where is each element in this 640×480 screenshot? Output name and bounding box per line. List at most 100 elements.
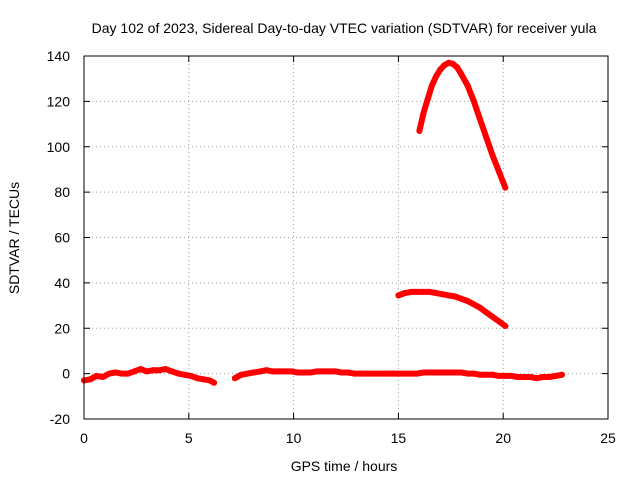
data-point xyxy=(211,379,217,386)
data-point xyxy=(514,374,521,380)
data-point xyxy=(93,372,100,379)
y-tick-label: 80 xyxy=(54,184,70,200)
data-point xyxy=(395,292,402,299)
data-point xyxy=(169,368,175,375)
data-point xyxy=(502,323,509,329)
data-point xyxy=(458,369,465,376)
data-point xyxy=(238,371,245,378)
data-point xyxy=(477,371,484,378)
data-point xyxy=(439,369,446,376)
y-tick-label: 140 xyxy=(47,48,71,64)
y-tick-label: 100 xyxy=(47,139,71,155)
data-point xyxy=(445,369,452,376)
data-point xyxy=(414,288,421,295)
data-point xyxy=(125,370,131,377)
data-point xyxy=(99,374,106,380)
data-point xyxy=(194,375,201,382)
data-point xyxy=(470,98,477,105)
data-point xyxy=(464,370,471,377)
data-point xyxy=(464,298,471,304)
data-point xyxy=(458,295,465,302)
data-point xyxy=(458,71,465,78)
data-point xyxy=(294,369,301,376)
ticks: 0 5 10 15 20 25 -20 0 20 40 60 80 100 120 140 xyxy=(47,48,616,446)
data-point xyxy=(118,370,125,377)
data-point xyxy=(464,82,471,89)
data-point xyxy=(477,116,484,123)
data-point xyxy=(428,82,435,89)
x-tick-label: 20 xyxy=(495,430,511,446)
data-point xyxy=(319,368,326,375)
data-point xyxy=(454,64,461,71)
data-point xyxy=(540,374,546,380)
y-tick-label: 40 xyxy=(54,275,70,291)
data-point xyxy=(307,369,314,376)
x-tick-label: 25 xyxy=(600,430,616,446)
data-point xyxy=(389,370,396,377)
y-axis-label: SDTVAR / TECUs xyxy=(6,182,22,294)
x-tick-label: 0 xyxy=(80,430,88,446)
data-point xyxy=(275,368,282,375)
data-point xyxy=(106,370,113,377)
y-tick-label: 20 xyxy=(54,320,70,336)
y-tick-label: 0 xyxy=(62,366,70,382)
data-point xyxy=(175,370,182,377)
data-point xyxy=(408,370,414,377)
data-point xyxy=(527,374,534,380)
data-point xyxy=(416,127,423,134)
data-point xyxy=(439,291,446,298)
data-point xyxy=(489,152,496,159)
data-point xyxy=(452,369,458,376)
data-point xyxy=(483,134,490,141)
data-point xyxy=(345,369,352,376)
data-point xyxy=(414,370,421,377)
data-point xyxy=(332,368,339,375)
data-point xyxy=(433,73,440,80)
data-point xyxy=(470,370,477,377)
data-point xyxy=(452,293,458,300)
data-point xyxy=(143,368,150,375)
data-point xyxy=(445,292,452,299)
data-point xyxy=(376,370,383,377)
data-point xyxy=(288,368,295,375)
data-point xyxy=(301,369,308,376)
data-point xyxy=(470,301,477,308)
data-point xyxy=(433,369,440,376)
data-point xyxy=(502,372,509,379)
data-point xyxy=(521,374,528,380)
data-point xyxy=(282,368,289,375)
data-point xyxy=(231,375,238,382)
data-point xyxy=(533,375,540,382)
data-point xyxy=(87,376,94,383)
data-point xyxy=(477,304,484,311)
data-point xyxy=(489,313,496,320)
data-point xyxy=(558,371,565,378)
data-point xyxy=(420,288,427,295)
data-point xyxy=(269,368,276,375)
x-axis-label: GPS time / hours xyxy=(291,458,398,474)
series-trace-4 xyxy=(416,59,509,191)
plot-frame xyxy=(83,55,609,420)
data-point xyxy=(112,369,119,376)
grid xyxy=(84,56,608,419)
data-point xyxy=(382,370,389,377)
data-point xyxy=(364,370,370,377)
data-point xyxy=(483,309,490,316)
data-point xyxy=(401,370,408,377)
data-point xyxy=(187,372,194,379)
data-point xyxy=(395,370,402,377)
data-point xyxy=(181,371,188,378)
data-point xyxy=(313,368,320,375)
series-trace-1 xyxy=(81,366,217,386)
y-tick-label: -20 xyxy=(50,411,70,427)
data-point xyxy=(546,374,553,380)
data-point xyxy=(244,370,251,377)
data-point xyxy=(496,168,502,175)
data-point xyxy=(357,370,364,377)
data-point xyxy=(351,370,358,377)
y-tick-label: 60 xyxy=(54,230,70,246)
data-point xyxy=(496,372,502,379)
chart-title: Day 102 of 2023, Sidereal Day-to-day VTE… xyxy=(92,20,597,36)
data-point xyxy=(449,60,456,67)
